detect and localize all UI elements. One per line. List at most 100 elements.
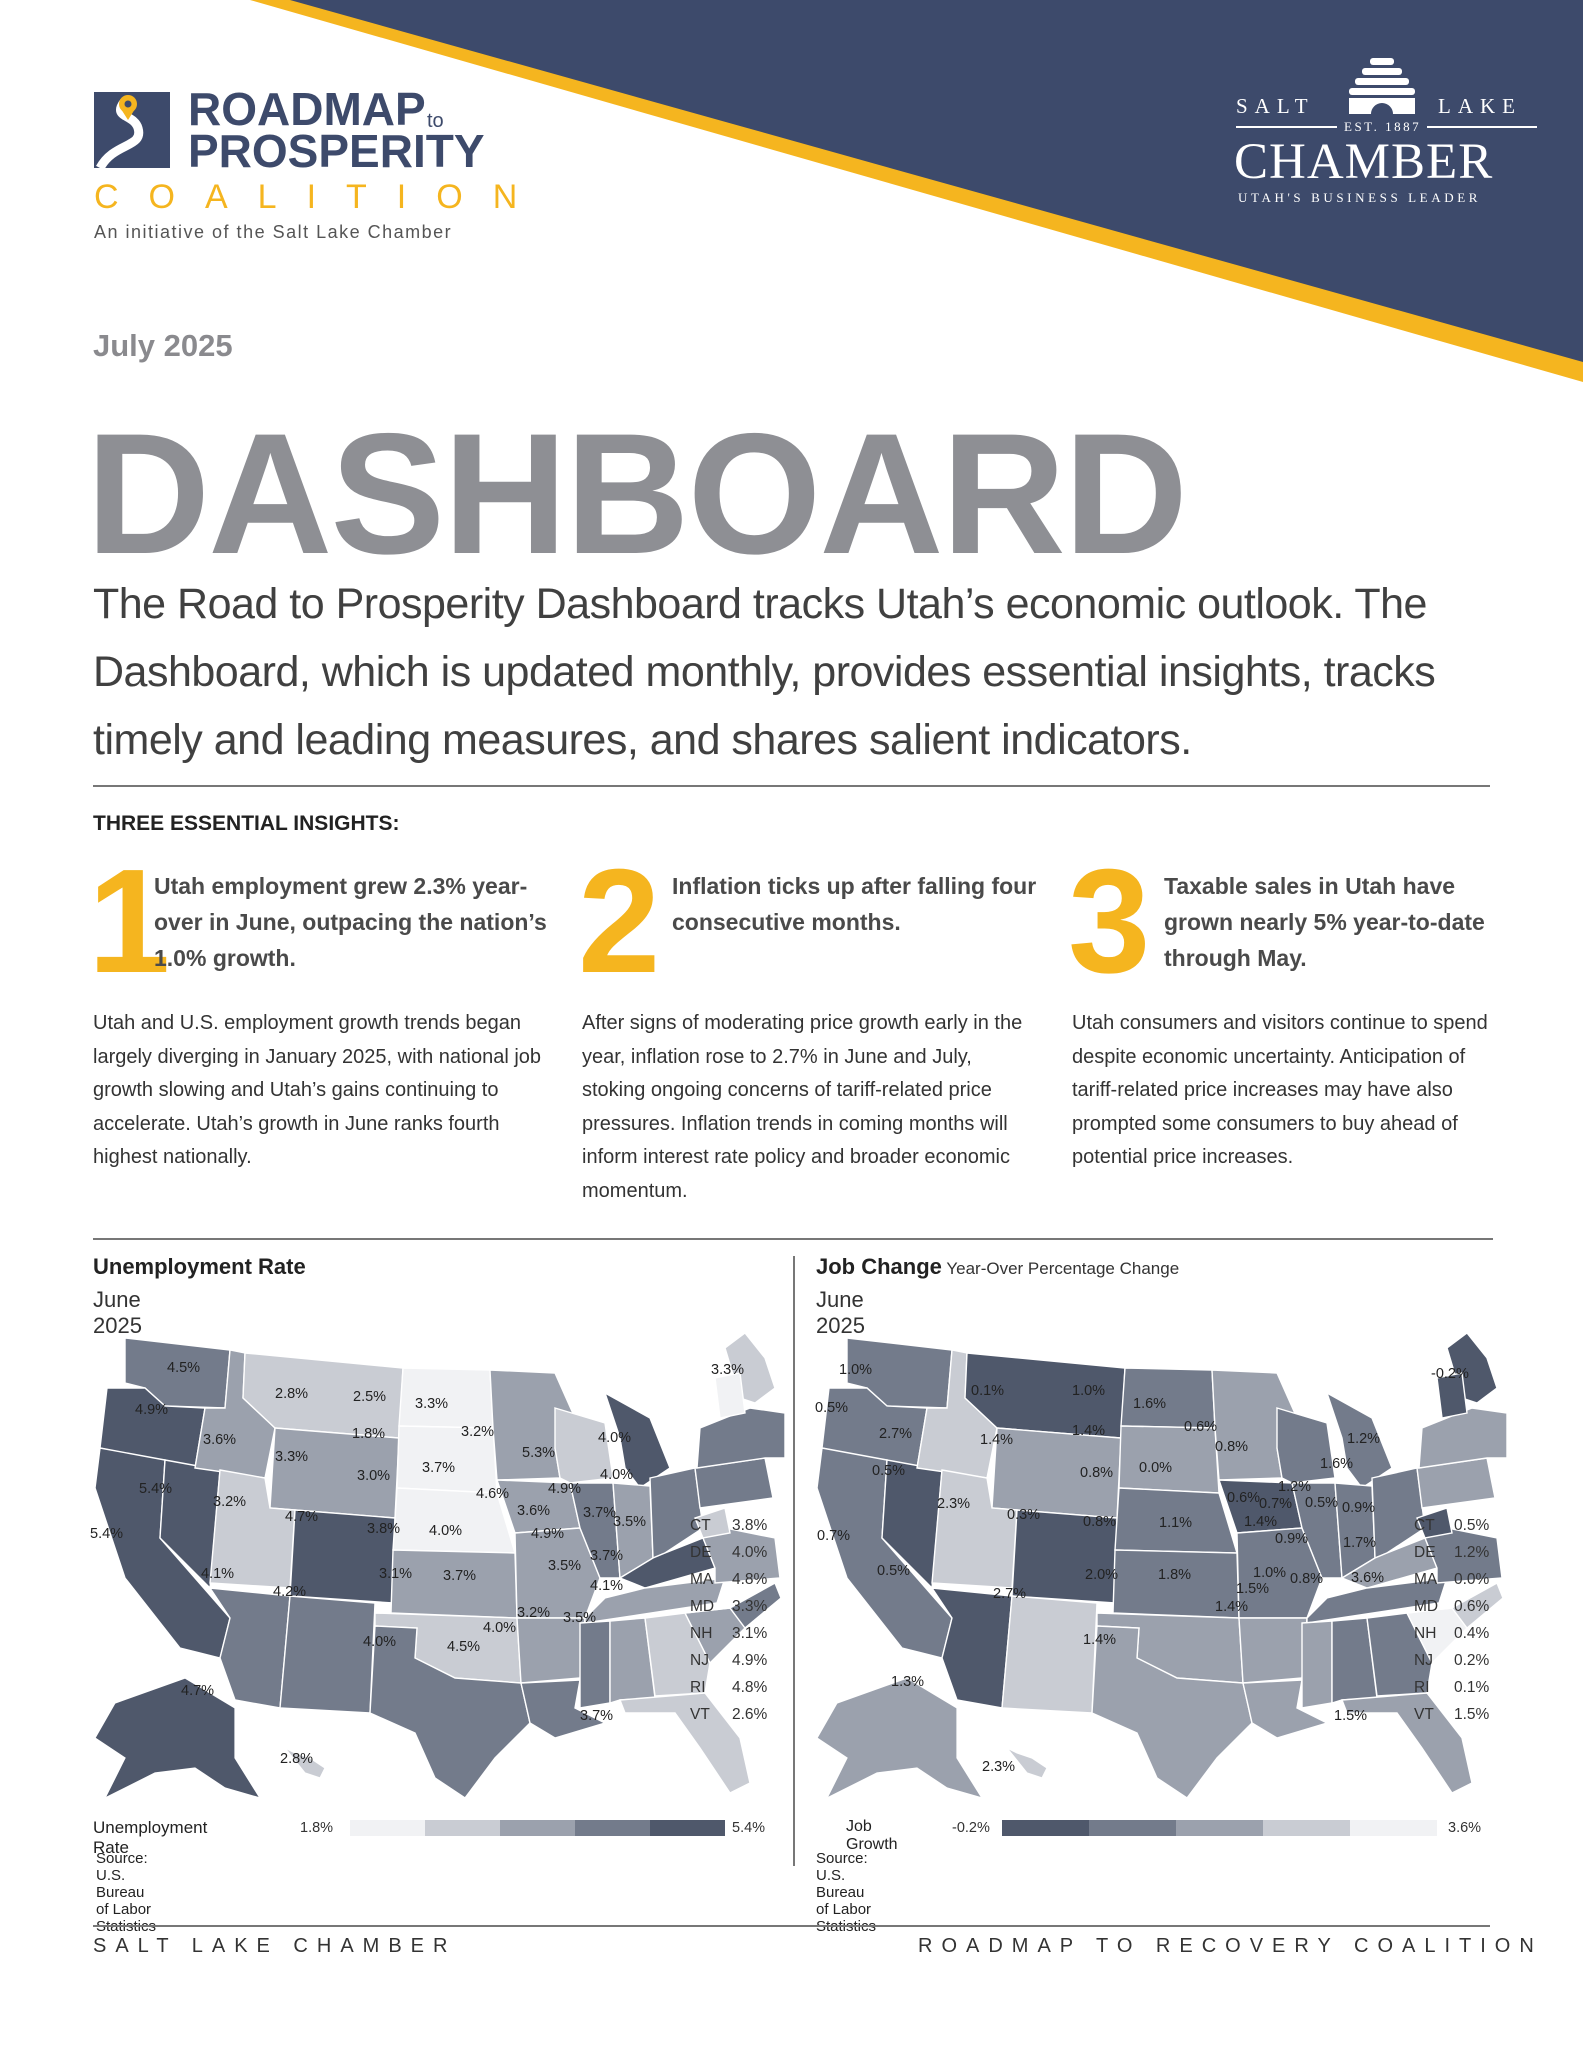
map-value-label: 0.8% — [1083, 1514, 1116, 1530]
map1-state-ar — [516, 1617, 586, 1684]
map1-small-state-row: MA 4.8% — [690, 1571, 768, 1588]
map-value-label: 0.5% — [872, 1463, 905, 1479]
map2-date: June 2025 — [816, 1287, 865, 1338]
insight-2-number: 2 — [578, 839, 661, 1004]
map2-state-tx — [1091, 1625, 1253, 1798]
map-value-label: 4.2% — [273, 1584, 306, 1600]
map-value-label: 3.2% — [461, 1424, 494, 1440]
chamber-tagline-text: UTAH'S BUSINESS LEADER — [1238, 190, 1482, 205]
map2-title-row: Job Change Year-Over Percentage Change — [816, 1254, 1179, 1280]
footer-left: SALT LAKE CHAMBER — [93, 1935, 457, 1957]
map-value-label: 0.7% — [1259, 1496, 1292, 1512]
map-value-label: 0.6% — [1227, 1490, 1260, 1506]
map-value-label: 0.5% — [1305, 1495, 1338, 1511]
map1-state-tx — [369, 1625, 531, 1798]
map-value-label: 2.0% — [1085, 1567, 1118, 1583]
map2-small-state-row: CT 0.5% — [1414, 1517, 1490, 1534]
map2-state-ms — [1301, 1620, 1333, 1709]
map2-state-fl — [1341, 1692, 1473, 1794]
map2-state-az — [930, 1587, 1013, 1709]
map2-state-hi — [1006, 1747, 1048, 1779]
map2-small-state-row: MD 0.6% — [1414, 1598, 1490, 1615]
map-value-label: 4.7% — [285, 1509, 318, 1525]
map1-small-states: CT 3.8% DE 4.0% MA 4.8% MD 3.3% NH 3.1% NJ 4.9… — [690, 1512, 800, 1728]
insight-1-body: Utah and U.S. employment growth trends b… — [93, 1012, 542, 1168]
map2-state-nh-vt — [1436, 1372, 1468, 1419]
map1-state-fl — [619, 1692, 751, 1794]
map-value-label: 3.7% — [580, 1708, 613, 1724]
map2-state-oh — [1371, 1467, 1426, 1560]
map2-state-ak — [816, 1677, 983, 1798]
map-value-label: 4.9% — [531, 1526, 564, 1542]
map-value-label: 1.7% — [1343, 1535, 1376, 1551]
map1-legend-swatch — [350, 1820, 425, 1836]
map-value-label: 0.8% — [1290, 1571, 1323, 1587]
map1-state-il — [569, 1482, 621, 1579]
map-value-label: 1.4% — [1072, 1423, 1105, 1439]
map-value-label: 4.0% — [429, 1523, 462, 1539]
map-value-label: 0.1% — [971, 1383, 1004, 1399]
map2-legend-label: Job Growth — [846, 1818, 898, 1853]
map-value-label: 5.4% — [90, 1526, 123, 1542]
map-value-label: 2.8% — [275, 1386, 308, 1402]
map-value-label: 3.7% — [590, 1548, 623, 1564]
map1-state-ms — [579, 1620, 611, 1709]
insight-3-number: 3 — [1068, 839, 1151, 1004]
map-value-label: 0.9% — [1275, 1531, 1308, 1547]
map-value-label: 1.5% — [1236, 1581, 1269, 1597]
map-value-label: 1.8% — [1158, 1567, 1191, 1583]
map1-small-state-row: NH 3.1% — [690, 1625, 768, 1642]
map-value-label: 3.5% — [613, 1514, 646, 1530]
map2-state-ar — [1238, 1617, 1308, 1684]
map-value-label: 3.8% — [367, 1521, 400, 1537]
map-value-label: 3.7% — [422, 1460, 455, 1476]
map-value-label: 1.0% — [839, 1362, 872, 1378]
map2-subtitle: Year-Over Percentage Change — [946, 1259, 1180, 1278]
map-value-label: 4.7% — [181, 1683, 214, 1699]
map1-legend-min: 1.8% — [300, 1820, 334, 1836]
insights-heading: THREE ESSENTIAL INSIGHTS: — [93, 812, 400, 835]
map2-small-state-row: VT 1.5% — [1414, 1706, 1490, 1723]
map-value-label: 4.0% — [483, 1620, 516, 1636]
map1-legend-swatch — [425, 1820, 500, 1836]
map-value-label: 2.8% — [280, 1751, 313, 1767]
map-value-label: 4.1% — [590, 1578, 623, 1594]
map-value-label: 1.2% — [1347, 1431, 1380, 1447]
map2-small-state-row: NJ 0.2% — [1414, 1652, 1490, 1669]
map-value-label: 0.5% — [877, 1563, 910, 1579]
map2-small-state-row: DE 1.2% — [1414, 1544, 1490, 1561]
chamber-salt-text: SALT — [1236, 94, 1315, 118]
footer-right: ROADMAP TO RECOVERY COALITION — [918, 1935, 1543, 1957]
map1-state-oh — [649, 1467, 704, 1560]
map2-legend-max: 3.6% — [1448, 1820, 1482, 1836]
map2-labels: 1.0% 0.5% 0.7% 2.7% 0.1% 0.5% 2.3% 0.5% 1.4% 0.3%… — [815, 1362, 1469, 1775]
logo-coalition-text: COALITION — [94, 178, 548, 216]
map1-state-ks — [390, 1549, 518, 1619]
roadmap-logo: ROADMAP to PROSPERITY COALITION An initi… — [0, 0, 520, 250]
map2-legend-swatch — [1350, 1820, 1437, 1836]
map-value-label: 2.7% — [993, 1586, 1026, 1602]
map1-title: Unemployment Rate — [93, 1254, 306, 1279]
map2-small-state-row: NH 0.4% — [1414, 1625, 1490, 1642]
map-value-label: 0.8% — [1215, 1439, 1248, 1455]
map2-legend-swatch — [1176, 1820, 1263, 1836]
divider-bottom — [93, 1925, 1490, 1927]
map-value-label: 1.0% — [1253, 1565, 1286, 1581]
map1-small-state-row: DE 4.0% — [690, 1544, 768, 1561]
map2-legend-scale — [1002, 1820, 1437, 1836]
map1-us-map: 4.5% 4.9% 5.4% 5.4% 2.8% 3.6% 3.3% 3.2% 4.1% 4.7%… — [90, 1332, 785, 1798]
map-value-label: 2.3% — [937, 1496, 970, 1512]
map2-small-states: CT 0.5% DE 1.2% MA 0.0% MD 0.6% NH 0.4% NJ 0.2… — [1414, 1512, 1524, 1728]
map-value-label: 5.4% — [139, 1481, 172, 1497]
map1-state-nm — [279, 1595, 376, 1714]
map-value-label: 2.5% — [353, 1389, 386, 1405]
header-banner — [250, 0, 1583, 382]
map2-state-ny — [1418, 1407, 1507, 1469]
map-value-label: 3.1% — [379, 1566, 412, 1582]
map-value-label: 1.8% — [352, 1426, 385, 1442]
map-value-label: 1.4% — [1244, 1514, 1277, 1530]
map-column-divider — [793, 1256, 795, 1866]
logo-roadmap-text: ROADMAP — [188, 83, 426, 135]
map2-small-state-row: RI 0.1% — [1414, 1679, 1490, 1696]
map1-labels: 4.5% 4.9% 5.4% 5.4% 2.8% 3.6% 3.3% 3.2% 4.1% 4.7%… — [90, 1360, 744, 1767]
